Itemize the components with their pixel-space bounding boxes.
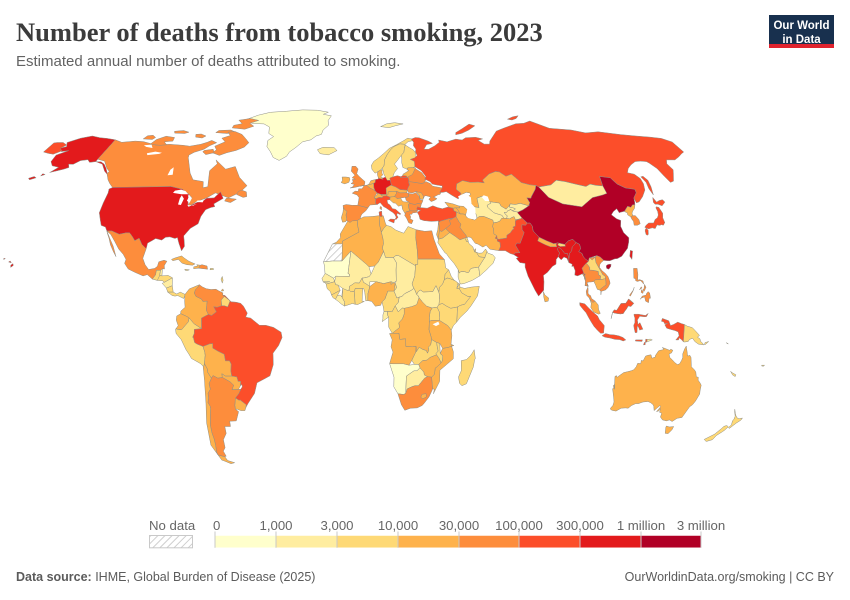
svg-text:100,000: 100,000: [495, 518, 543, 533]
svg-text:3,000: 3,000: [320, 518, 353, 533]
svg-text:30,000: 30,000: [439, 518, 479, 533]
svg-text:0: 0: [213, 518, 220, 533]
svg-text:No data: No data: [149, 518, 196, 533]
svg-text:10,000: 10,000: [378, 518, 418, 533]
svg-text:1,000: 1,000: [259, 518, 292, 533]
svg-text:300,000: 300,000: [556, 518, 604, 533]
svg-text:3 million: 3 million: [677, 518, 725, 533]
svg-text:1 million: 1 million: [617, 518, 665, 533]
